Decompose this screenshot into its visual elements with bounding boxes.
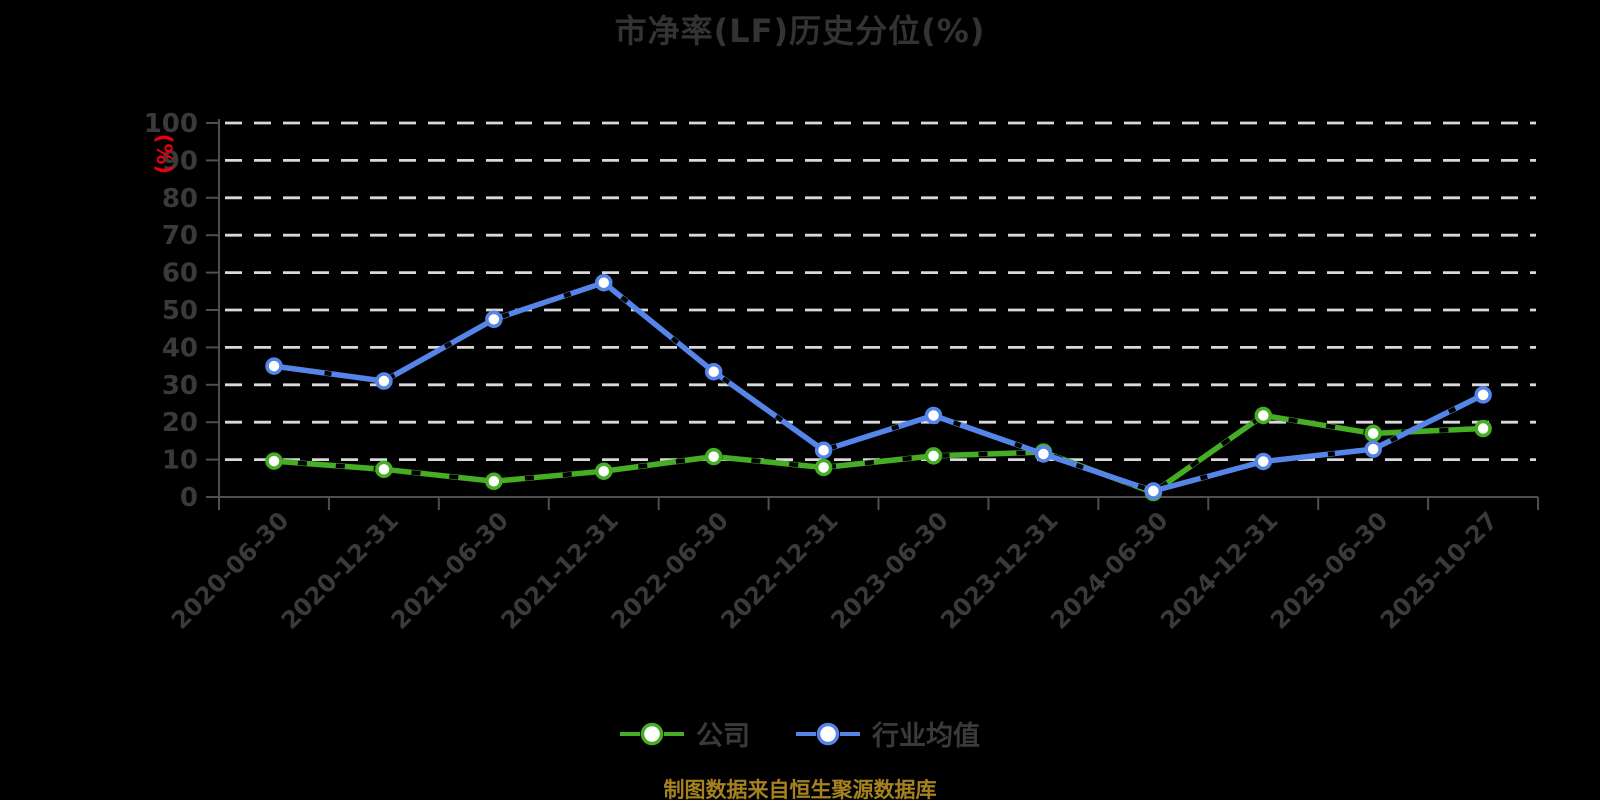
y-tick-label: 90 [162,146,198,176]
legend-label-industry-average: 行业均值 [872,721,980,752]
data-point-marker[interactable] [1254,452,1273,471]
data-point-marker[interactable] [1474,386,1492,404]
data-point-marker[interactable] [924,406,943,425]
data-point-marker[interactable] [1144,482,1163,500]
data-point-marker[interactable] [485,472,503,491]
series-industry-average [265,273,1492,500]
data-point-marker[interactable] [375,460,393,479]
y-tick-label: 0 [180,483,198,513]
legend-item-industry-average[interactable]: 行业均值 [796,714,980,753]
data-point-marker[interactable] [704,447,723,466]
y-tick-label: 100 [144,109,198,139]
data-point-marker[interactable] [704,362,723,381]
data-point-marker[interactable] [265,357,283,375]
y-tick-label: 80 [162,184,198,214]
legend-label-company: 公司 [696,721,750,752]
series-line-dash-overlay [273,413,1484,496]
y-tick-label: 40 [162,333,198,363]
y-axis-unit-label: (%) [152,134,176,174]
data-point-marker[interactable] [1254,406,1273,425]
data-point-marker[interactable] [1364,424,1382,443]
data-point-marker[interactable] [1364,440,1382,458]
y-tick-label: 70 [162,221,198,251]
series-line [271,279,1486,494]
data-point-marker[interactable] [814,441,833,459]
data-point-marker[interactable] [375,372,393,390]
data-point-marker[interactable] [814,458,833,477]
y-tick-label: 50 [162,296,198,326]
y-tick-label: 20 [162,408,198,438]
chart-title: 市净率(LF)历史分位(%) [614,12,986,50]
legend: 公司 行业均值 [0,714,1600,753]
data-point-marker[interactable] [485,310,503,329]
y-tick-label: 60 [162,259,198,289]
data-point-marker[interactable] [1474,419,1492,438]
series-line [271,412,1486,496]
legend-item-company[interactable]: 公司 [620,714,750,753]
data-source-note: 制图数据来自恒生聚源数据库 [663,778,937,800]
data-point-marker[interactable] [924,447,943,465]
gridlines [225,121,1536,462]
company-line-marker-icon [620,722,684,745]
industry-line-marker-icon [796,722,860,745]
y-axis-labels: 0 10 20 30 40 50 60 70 80 90 100 [144,109,198,513]
data-point-marker[interactable] [1034,445,1053,463]
data-point-marker[interactable] [595,462,613,480]
x-axis-labels: 2020-06-302020-12-312021-06-302021-12-31… [166,506,1503,634]
x-tick-label: 2025-10-27 [1375,506,1503,634]
data-point-marker[interactable] [265,452,283,470]
y-tick-label: 10 [162,446,198,476]
axes [206,119,1540,510]
y-tick-label: 30 [162,371,198,401]
data-point-marker[interactable] [595,273,613,292]
